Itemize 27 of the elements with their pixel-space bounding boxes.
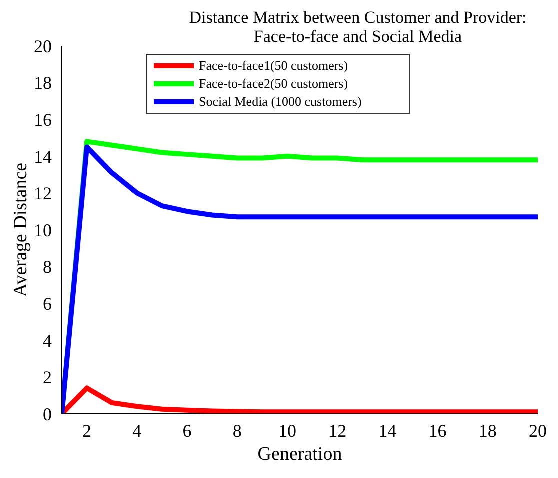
y-tick-label: 4 xyxy=(43,330,52,351)
x-axis-title: Generation xyxy=(258,444,343,465)
y-tick-label: 16 xyxy=(34,110,52,130)
x-tick-label: 12 xyxy=(328,420,347,441)
x-tick-label: 20 xyxy=(529,420,547,441)
legend-label: Social Media (1000 customers) xyxy=(199,93,362,111)
y-tick-label: 6 xyxy=(43,294,52,314)
y-tick-label: 12 xyxy=(34,184,52,204)
x-tick-label: 10 xyxy=(278,420,296,441)
x-tick-label: 4 xyxy=(132,420,142,441)
y-tick-label: 20 xyxy=(34,36,52,56)
x-tick-label: 6 xyxy=(182,420,192,441)
x-tick-label: 18 xyxy=(478,420,497,441)
y-tick-label: 2 xyxy=(43,368,52,388)
y-tick-label: 0 xyxy=(43,404,52,424)
legend-label: Face-to-face2(50 customers) xyxy=(199,75,348,93)
chart-title: Distance Matrix between Customer and Provider: Face-to-face and Social Media xyxy=(188,8,528,46)
y-tick-label: 18 xyxy=(34,73,52,94)
y-axis-title: Average Distance xyxy=(10,162,32,298)
x-tick-label: 2 xyxy=(82,420,92,441)
x-tick-label: 14 xyxy=(378,420,397,441)
legend-label: Face-to-face1(50 customers) xyxy=(199,57,348,75)
y-tick-label: 8 xyxy=(43,257,52,278)
y-tick-label: 10 xyxy=(34,220,52,240)
x-tick-label: 8 xyxy=(232,420,242,441)
x-tick-label: 16 xyxy=(428,420,447,441)
y-tick-label: 14 xyxy=(34,146,52,167)
